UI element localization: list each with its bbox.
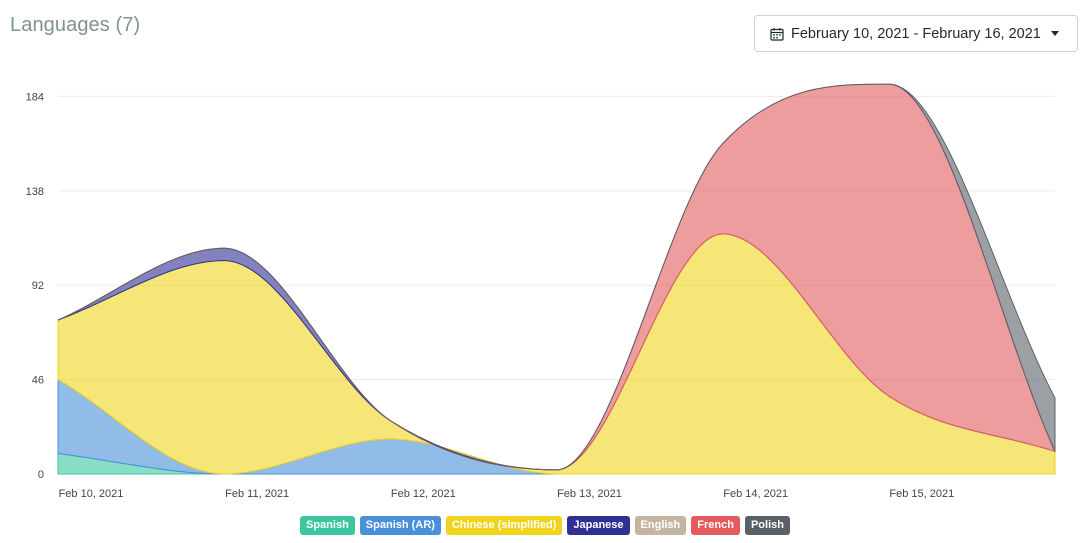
x-tick-label: Feb 13, 2021	[557, 488, 622, 500]
page-title: Languages (7)	[10, 14, 141, 36]
date-range-label: February 10, 2021 - February 16, 2021	[791, 25, 1041, 42]
x-axis-ticks: Feb 10, 2021 Feb 11, 2021 Feb 12, 2021 Feb …	[59, 488, 955, 500]
y-axis-ticks: 0 46 92 138 184	[26, 91, 44, 481]
chart-legend: Spanish Spanish (AR) Chinese (simplified) J…	[0, 516, 1090, 535]
legend-item-spanish[interactable]: Spanish	[300, 516, 355, 535]
y-tick-label: 184	[26, 91, 44, 103]
y-tick-label: 92	[32, 280, 44, 292]
legend-item-english[interactable]: English	[634, 516, 687, 535]
chevron-down-icon	[1050, 31, 1059, 36]
x-tick-label: Feb 10, 2021	[59, 488, 124, 500]
y-tick-label: 46	[32, 375, 44, 387]
legend-item-japanese[interactable]: Japanese	[567, 516, 630, 535]
legend-item-spanish-ar[interactable]: Spanish (AR)	[359, 516, 441, 535]
chart-areas	[57, 83, 1056, 475]
x-tick-label: Feb 14, 2021	[723, 488, 788, 500]
y-tick-label: 138	[26, 186, 44, 198]
legend-item-chinese-simplified[interactable]: Chinese (simplified)	[445, 516, 563, 535]
legend-item-french[interactable]: French	[691, 516, 740, 535]
x-tick-label: Feb 15, 2021	[889, 488, 954, 500]
date-range-picker-button[interactable]: February 10, 2021 - February 16, 2021	[754, 15, 1078, 52]
x-tick-label: Feb 12, 2021	[391, 488, 456, 500]
calendar-icon	[770, 27, 784, 41]
y-tick-label: 0	[38, 469, 44, 481]
area-series-polish[interactable]	[57, 83, 1056, 471]
legend-item-polish[interactable]: Polish	[744, 516, 790, 535]
x-tick-label: Feb 11, 2021	[225, 488, 289, 500]
